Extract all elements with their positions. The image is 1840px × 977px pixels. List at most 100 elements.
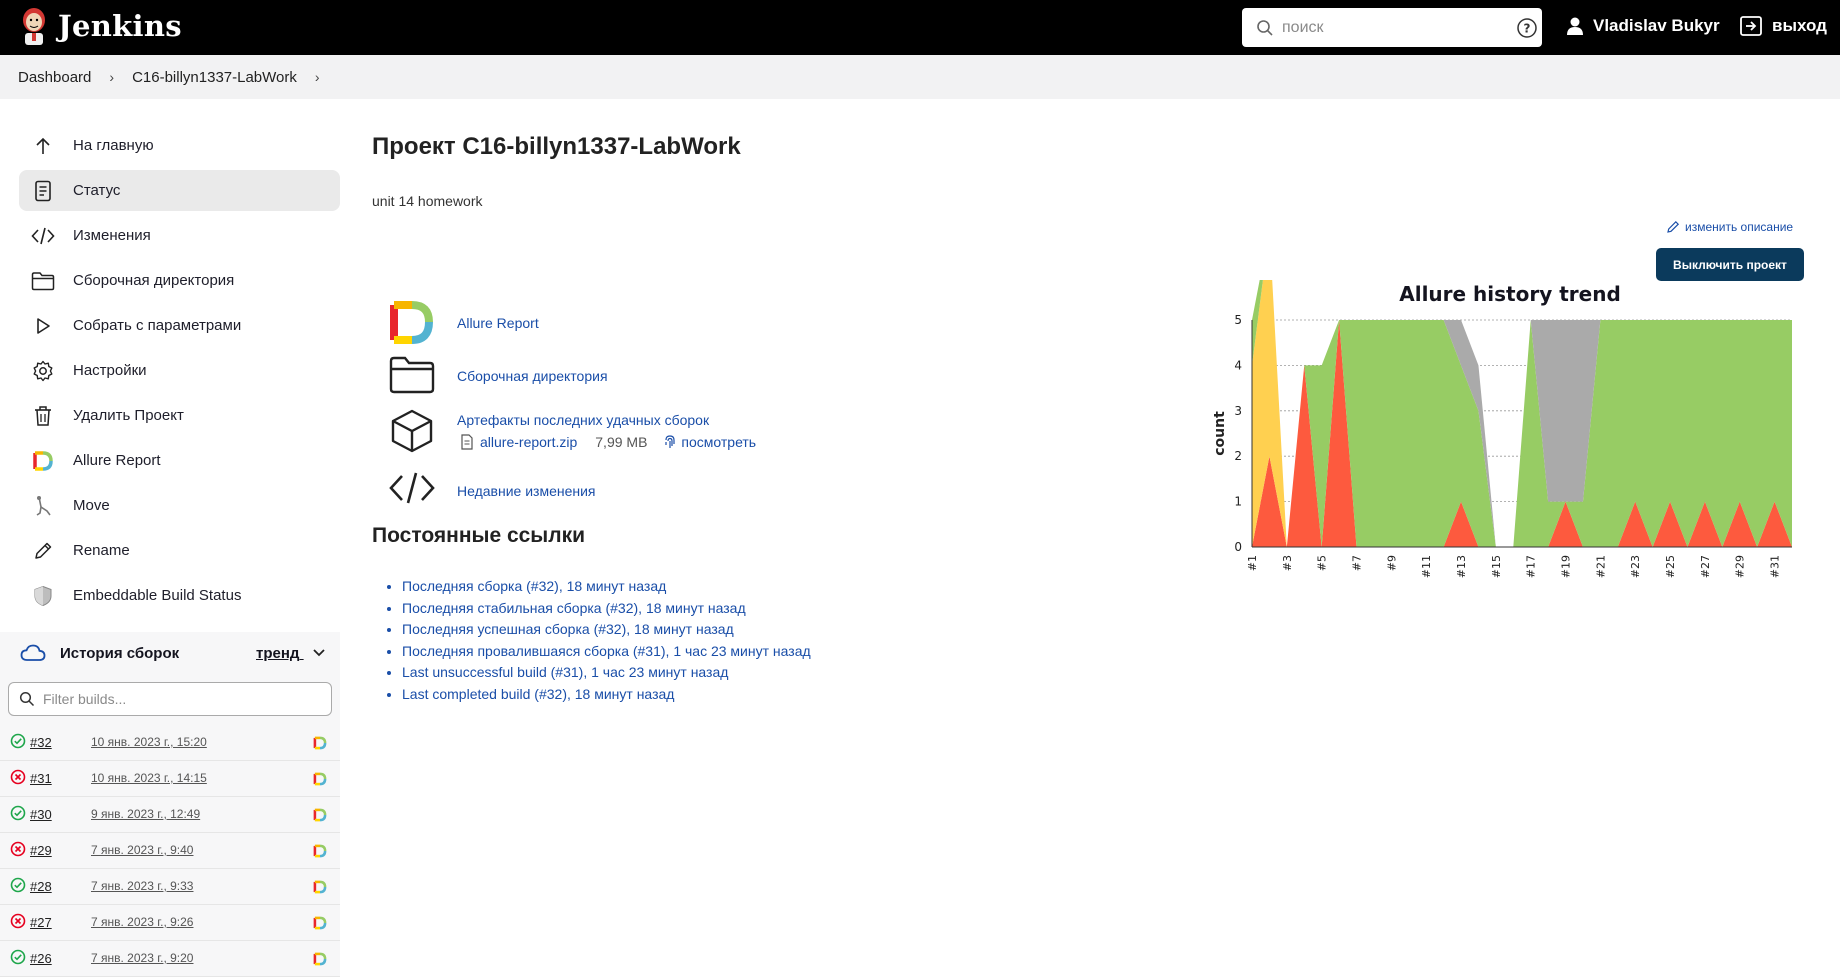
chevron-right-icon[interactable]: ›	[314, 69, 320, 85]
x-tick-label: #5	[1316, 555, 1329, 571]
sidebar-item-home[interactable]: На главную	[19, 125, 340, 166]
permalink-item[interactable]: Последняя стабильная сборка (#32), 18 ми…	[402, 600, 811, 622]
build-number-link[interactable]: #28	[30, 879, 52, 894]
build-row[interactable]: #30 9 янв. 2023 г., 12:49	[0, 797, 340, 833]
build-date-link[interactable]: 7 янв. 2023 г., 9:33	[91, 879, 194, 893]
filter-builds-input[interactable]	[43, 691, 313, 707]
build-number-link[interactable]: #26	[30, 951, 52, 966]
breadcrumb-project[interactable]: C16-billyn1337-LabWork	[132, 68, 297, 86]
build-history-panel: История сборок тренд #32 10 янв. 2023 г.,…	[0, 632, 340, 977]
x-tick-label: #13	[1455, 555, 1468, 578]
artifact-file-link[interactable]: allure-report.zip	[480, 434, 578, 450]
build-row[interactable]: #27 7 янв. 2023 г., 9:26	[0, 905, 340, 941]
logout-link[interactable]: выход	[1740, 16, 1827, 36]
build-row[interactable]: #28 7 янв. 2023 г., 9:33	[0, 869, 340, 905]
build-date-link[interactable]: 10 янв. 2023 г., 14:15	[91, 771, 207, 785]
failure-icon	[10, 841, 26, 857]
allure-report-link[interactable]: Allure Report	[457, 315, 539, 331]
build-date-link[interactable]: 9 янв. 2023 г., 12:49	[91, 807, 201, 821]
chevron-down-icon[interactable]	[312, 648, 326, 658]
search-box[interactable]: ?	[1242, 8, 1542, 47]
allure-icon[interactable]	[313, 916, 327, 930]
build-date-link[interactable]: 7 янв. 2023 г., 9:26	[91, 915, 194, 929]
artifacts-link[interactable]: Артефакты последних удачных сборок	[457, 412, 710, 428]
disable-project-button[interactable]: Выключить проект	[1656, 248, 1804, 281]
code-icon[interactable]	[388, 470, 436, 506]
build-row[interactable]: #32 10 янв. 2023 г., 15:20	[0, 725, 340, 761]
allure-icon[interactable]	[313, 844, 327, 858]
edit-description-link[interactable]: изменить описание	[1666, 220, 1793, 234]
sidebar-item-delete-project[interactable]: Удалить Проект	[19, 395, 340, 436]
build-number-link[interactable]: #30	[30, 807, 52, 822]
success-icon	[10, 949, 26, 965]
sidebar-item-move[interactable]: Move	[19, 485, 340, 526]
trend-label: тренд	[256, 645, 300, 662]
artifact-entry: allure-report.zip 7,99 MB посмотреть	[460, 434, 756, 450]
build-history-header: История сборок	[0, 632, 340, 674]
allure-icon[interactable]	[313, 808, 327, 822]
trash-icon	[31, 404, 55, 428]
permalink-item[interactable]: Последняя успешная сборка (#32), 18 мину…	[402, 621, 811, 643]
sidebar-item-settings[interactable]: Настройки	[19, 350, 340, 391]
build-number-link[interactable]: #32	[30, 735, 52, 750]
filter-builds-box[interactable]	[8, 682, 332, 716]
workspace-link[interactable]: Сборочная директория	[457, 368, 608, 384]
build-row[interactable]: #26 7 янв. 2023 г., 9:20	[0, 941, 340, 977]
permalink-item[interactable]: Last completed build (#32), 18 минут наз…	[402, 686, 811, 708]
user-menu[interactable]: Vladislav Bukyr	[1565, 16, 1720, 36]
allure-history-trend-chart[interactable]: 0 1 2 3 4 5 #1 #3 #5 #7 #9 #11 #13 #15 #17 #19 #21 #23 #25…	[1210, 280, 1810, 590]
recent-changes-link[interactable]: Недавние изменения	[457, 483, 596, 499]
top-bar: Jenkins ? Vladislav Bukyr выход	[0, 0, 1840, 55]
sidebar-item-status[interactable]: Статус	[19, 170, 340, 211]
build-list: #32 10 янв. 2023 г., 15:20 #31 10 янв. 2023…	[0, 725, 340, 977]
chevron-right-icon[interactable]: ›	[109, 69, 115, 85]
permalink-item[interactable]: Последняя провалившаяся сборка (#31), 1 …	[402, 643, 811, 665]
area-passed	[1252, 280, 1792, 547]
sidebar-item-allure-report[interactable]: Allure Report	[19, 440, 340, 481]
fingerprint-icon[interactable]	[663, 434, 677, 450]
allure-icon[interactable]	[313, 880, 327, 894]
x-tick-label: #17	[1525, 555, 1538, 578]
x-tick-label: #9	[1385, 555, 1398, 571]
build-date-link[interactable]: 10 янв. 2023 г., 15:20	[91, 735, 207, 749]
folder-icon[interactable]	[388, 355, 436, 395]
x-tick-label: #27	[1699, 555, 1712, 578]
search-icon	[1257, 19, 1273, 36]
allure-icon[interactable]	[388, 300, 436, 346]
workspace-link-row: Сборочная директория	[388, 355, 608, 395]
permalinks-title: Постоянные ссылки	[372, 524, 586, 547]
artifact-view-link[interactable]: посмотреть	[681, 434, 757, 450]
build-date-link[interactable]: 7 янв. 2023 г., 9:20	[91, 951, 194, 965]
build-row[interactable]: #31 10 янв. 2023 г., 14:15	[0, 761, 340, 797]
x-tick-label: #11	[1420, 555, 1433, 578]
help-icon[interactable]: ?	[1516, 17, 1538, 39]
sidebar-nav: На главную Статус Изменения Сборочная ди…	[19, 125, 340, 620]
permalink-item[interactable]: Последняя сборка (#32), 18 минут назад	[402, 578, 811, 600]
sidebar-item-build-with-params[interactable]: Собрать с параметрами	[19, 305, 340, 346]
sidebar-item-label: Удалить Проект	[73, 407, 184, 424]
allure-icon[interactable]	[313, 736, 327, 750]
build-number-link[interactable]: #29	[30, 843, 52, 858]
allure-icon[interactable]	[313, 772, 327, 786]
package-icon[interactable]	[388, 408, 436, 454]
build-number-link[interactable]: #31	[30, 771, 52, 786]
document-icon	[31, 179, 55, 203]
permalinks-list: Последняя сборка (#32), 18 минут назад П…	[402, 578, 811, 707]
build-date-link[interactable]: 7 янв. 2023 г., 9:40	[91, 843, 194, 857]
sidebar-item-label: Move	[73, 497, 110, 514]
build-number-link[interactable]: #27	[30, 915, 52, 930]
sidebar-item-rename[interactable]: Rename	[19, 530, 340, 571]
breadcrumb-dashboard[interactable]: Dashboard	[18, 68, 92, 86]
permalink-item[interactable]: Last unsuccessful build (#31), 1 час 23 …	[402, 664, 811, 686]
breadcrumb: Dashboard › C16-billyn1337-LabWork ›	[0, 55, 1840, 99]
project-description: unit 14 homework	[372, 193, 483, 209]
sidebar-item-embeddable-build-status[interactable]: Embeddable Build Status	[19, 575, 340, 616]
allure-icon[interactable]	[313, 952, 327, 966]
trend-link[interactable]: тренд	[256, 645, 326, 662]
folder-icon	[31, 269, 55, 293]
sidebar-item-changes[interactable]: Изменения	[19, 215, 340, 256]
sidebar-item-workspace[interactable]: Сборочная директория	[19, 260, 340, 301]
search-input[interactable]	[1282, 18, 1502, 37]
build-row[interactable]: #29 7 янв. 2023 г., 9:40	[0, 833, 340, 869]
jenkins-logo[interactable]: Jenkins	[18, 6, 182, 46]
